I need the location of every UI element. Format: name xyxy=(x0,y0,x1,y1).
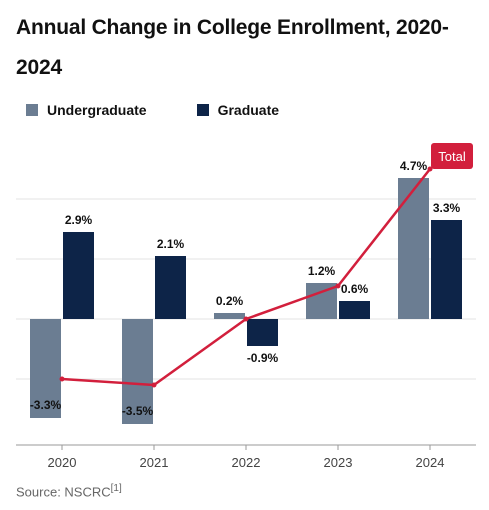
x-tick-label-2021: 2021 xyxy=(140,455,169,470)
data-label-undergraduate-2024: 4.7% xyxy=(400,159,428,173)
data-label-graduate-2022: -0.9% xyxy=(247,351,279,365)
line-point-total-2024 xyxy=(427,166,433,172)
line-point-total-2023 xyxy=(335,283,341,289)
legend-item-graduate: Graduate xyxy=(196,102,280,118)
data-label-graduate-2023: 0.6% xyxy=(341,282,369,296)
data-label-undergraduate-2023: 1.2% xyxy=(308,264,336,278)
bar-undergraduate-2024 xyxy=(398,178,429,319)
legend-item-undergraduate: Undergraduate xyxy=(26,102,147,118)
legend: Undergraduate Graduate xyxy=(26,100,329,120)
bar-graduate-2020 xyxy=(63,232,94,319)
x-tick-label-2022: 2022 xyxy=(232,455,261,470)
bar-undergraduate-2021 xyxy=(122,319,153,424)
data-label-undergraduate-2020: -3.3% xyxy=(30,398,62,412)
bar-undergraduate-2020 xyxy=(30,319,61,418)
data-label-undergraduate-2021: -3.5% xyxy=(122,404,154,418)
bar-graduate-2023 xyxy=(339,301,370,319)
source-ref: [1] xyxy=(110,483,122,494)
legend-label-undergraduate: Undergraduate xyxy=(47,102,147,118)
legend-swatch-graduate xyxy=(196,104,209,116)
chart-title: Annual Change in College Enrollment, 202… xyxy=(16,16,449,79)
x-tick-label-2020: 2020 xyxy=(48,455,77,470)
legend-swatch-undergraduate xyxy=(26,104,38,116)
legend-label-graduate: Graduate xyxy=(217,102,280,118)
total-tag-label: Total xyxy=(438,149,466,164)
source-text: Source: NSCRC xyxy=(16,484,111,500)
total-tag xyxy=(431,143,473,169)
line-point-total-2022 xyxy=(243,316,249,322)
x-tick-label-2024: 2024 xyxy=(416,455,445,470)
bar-graduate-2024 xyxy=(431,220,462,319)
line-point-total-2020 xyxy=(59,376,65,382)
source-note: Source: NSCRC[1] xyxy=(16,483,122,499)
data-label-graduate-2021: 2.1% xyxy=(157,237,185,251)
chart-area: 2020 -3.3% 2.9% 2021 -3.5% 2.1% 2022 0.2% -0.9% 2… xyxy=(16,143,476,470)
bar-graduate-2022 xyxy=(247,319,278,346)
data-label-graduate-2024: 3.3% xyxy=(433,201,461,215)
data-label-undergraduate-2022: 0.2% xyxy=(216,294,244,308)
bar-graduate-2021 xyxy=(155,256,186,319)
data-label-graduate-2020: 2.9% xyxy=(65,213,93,227)
bar-undergraduate-2022 xyxy=(214,313,245,319)
line-point-total-2021 xyxy=(151,382,157,388)
x-tick-label-2023: 2023 xyxy=(324,455,353,470)
